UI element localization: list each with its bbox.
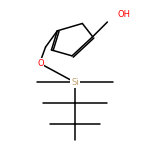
- Text: O: O: [37, 59, 44, 68]
- Text: Si: Si: [71, 78, 79, 87]
- Text: OH: OH: [118, 10, 131, 19]
